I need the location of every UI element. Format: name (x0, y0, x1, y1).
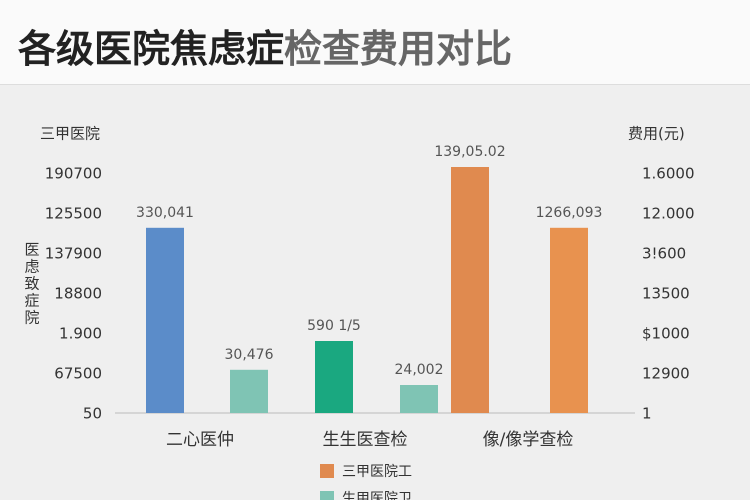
y-axis-label: 症 (24, 292, 39, 310)
y2-tick-label: 12.000 (642, 205, 695, 223)
legend-label: 生甲医院卫 (342, 491, 412, 500)
y2-title: 费用(元) (628, 125, 685, 143)
legend-label: 三甲医院工 (342, 464, 412, 480)
title: 各级医院焦虑症 (18, 27, 285, 71)
y-tick-label: 190700 (45, 165, 102, 183)
y-axis-label: 医 (24, 241, 39, 259)
x-tick-label: 生生医查检 (323, 430, 408, 450)
bar (146, 227, 184, 413)
bar (451, 167, 489, 413)
y-tick-label: 137900 (45, 245, 102, 263)
bar (550, 227, 588, 413)
x-tick-label: 二心医仲 (166, 430, 234, 450)
y-tick-label: 125500 (45, 205, 102, 223)
bar-label: 1266,093 (536, 205, 603, 221)
title: 检查费用对比 (284, 27, 513, 71)
bar (400, 385, 438, 413)
y2-tick-label: 1.6000 (642, 165, 695, 183)
y-tick-label: 50 (83, 405, 102, 423)
bar (230, 369, 268, 413)
y-tick-label: 18800 (54, 285, 102, 303)
bar (315, 341, 353, 413)
legend-swatch (320, 491, 334, 500)
y2-tick-label: 1 (642, 405, 652, 423)
y-axis-label: 院 (24, 309, 39, 327)
y2-tick-label: $1000 (642, 325, 690, 343)
legend-swatch (320, 464, 334, 478)
header: 各级医院焦虑症检查费用对比 (0, 0, 750, 85)
y-axis-label: 致 (24, 275, 39, 293)
y-tick-label: 1.900 (59, 325, 102, 343)
bar-label: 139,05.02 (434, 144, 505, 160)
x-tick-label: 像/像学查检 (483, 430, 574, 450)
bar-label: 24,002 (395, 362, 444, 378)
bar-label: 590 1/5 (307, 318, 361, 334)
y2-tick-label: 3!600 (642, 245, 686, 263)
y2-tick-label: 13500 (642, 285, 690, 303)
bar-label: 30,476 (225, 347, 274, 363)
bar-label: 330,041 (136, 205, 194, 221)
y-title: 三甲医院 (40, 125, 100, 143)
y2-tick-label: 12900 (642, 365, 690, 383)
y-tick-label: 67500 (54, 365, 102, 383)
y-axis-label: 虑 (24, 258, 39, 276)
